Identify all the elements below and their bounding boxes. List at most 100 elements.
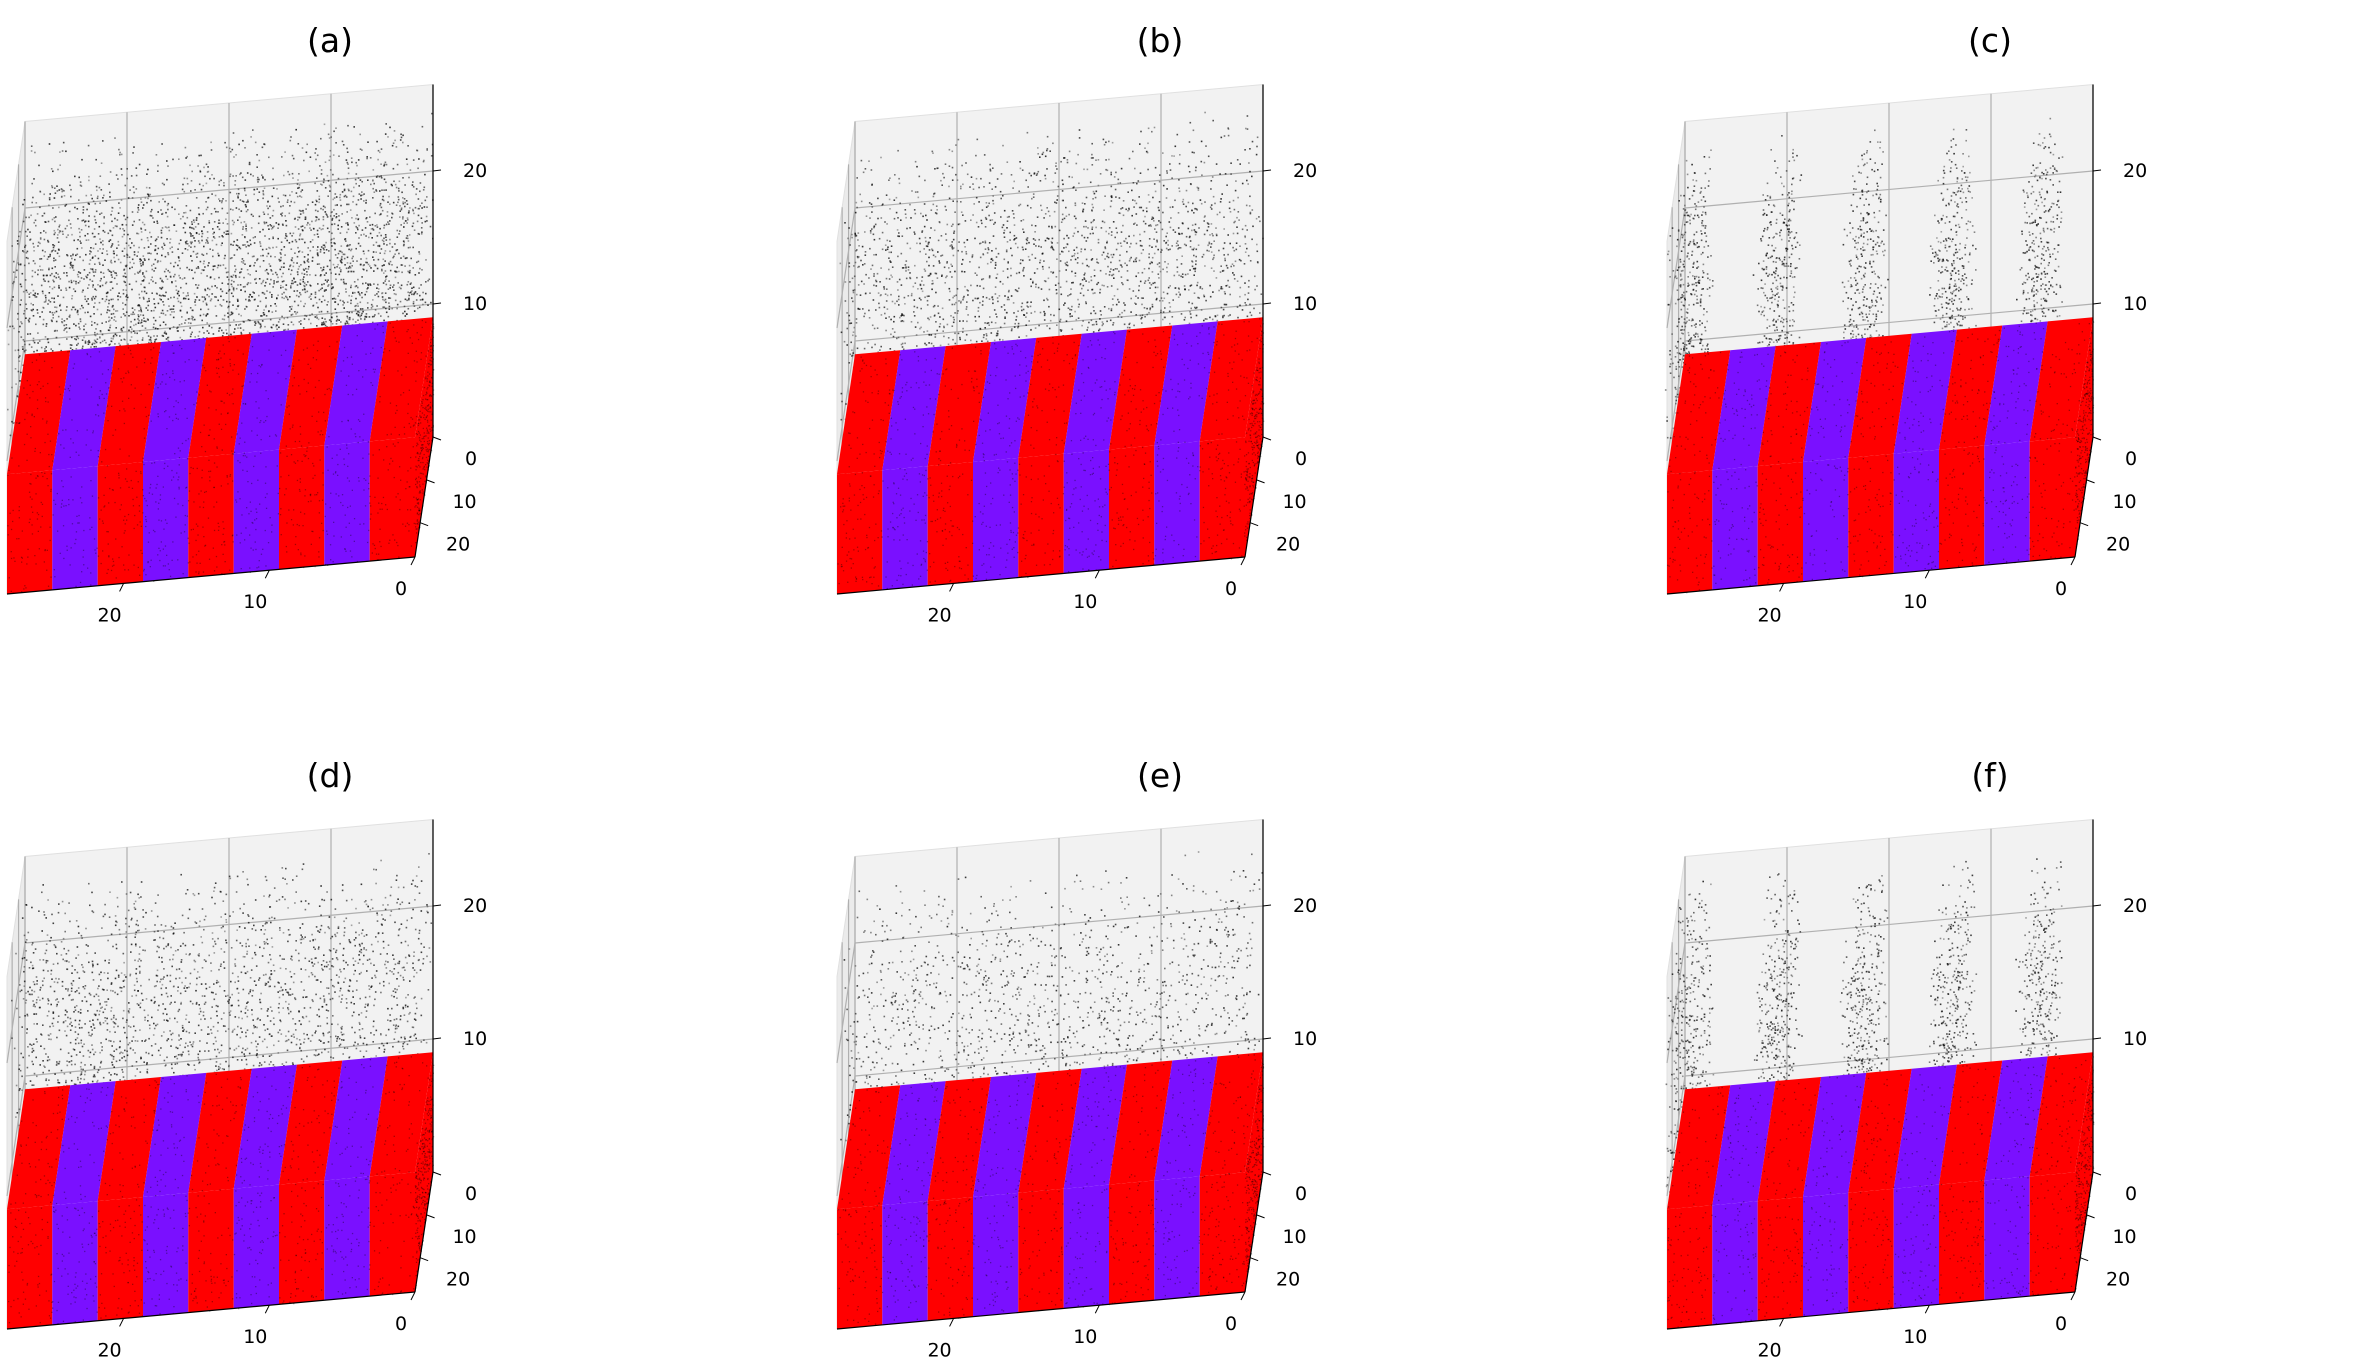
slab-atom [279,452,282,454]
slab-atom [229,569,231,571]
gas-atom [364,227,367,229]
gas-atom [331,232,333,235]
slab-atom [276,465,278,467]
gas-atom [361,276,363,278]
gas-atom [119,227,121,230]
gas-atom [240,333,243,335]
slab-atom [203,501,205,503]
gas-atom [376,175,379,177]
slab-atom [341,420,343,423]
gas-atom [272,167,274,170]
gas-atom [234,265,236,267]
gas-atom [383,227,385,229]
gas-atom [94,302,96,304]
gas-atom [421,298,424,301]
gas-atom [367,141,369,143]
gas-atom [397,201,399,204]
gas-atom [107,268,110,271]
gas-atom [30,145,33,147]
gas-atom [407,281,410,283]
gas-atom [338,215,340,217]
gas-atom [421,222,423,224]
gas-atom [211,293,214,295]
slab-atom [338,348,340,350]
gas-atom [249,163,251,166]
slab-atom [430,411,432,413]
gas-atom [32,337,35,340]
gas-atom [20,321,22,323]
gas-atom [218,184,220,186]
gas-atom [231,257,233,259]
gas-atom [201,232,204,235]
gas-atom [358,224,360,227]
gas-atom [195,284,197,286]
gas-atom [25,308,28,310]
slab-atom [315,359,318,361]
slab-atom [137,566,139,569]
gas-atom [262,176,264,178]
slab-atom [274,434,277,436]
gas-atom [300,190,302,193]
gas-atom [211,293,213,295]
gas-atom [356,164,358,167]
gas-atom [355,297,357,300]
gas-atom [91,197,93,200]
gas-atom [223,184,225,187]
gas-atom [317,306,319,309]
gas-atom [322,266,325,269]
gas-atom [418,207,420,210]
gas-atom [149,336,152,339]
gas-atom [338,292,340,295]
slab-atom [368,482,370,485]
gas-atom [43,193,45,196]
slab-atom [326,446,328,448]
slab-stripe-front [324,441,370,566]
gas-atom [419,182,422,184]
gas-atom [175,230,178,232]
gas-atom [180,286,182,289]
slab-atom [420,447,422,449]
gas-atom [307,247,309,249]
gas-atom [76,344,78,346]
gas-atom [250,136,252,138]
slab-atom [288,405,290,407]
slab-atom [407,329,409,331]
gas-atom [91,324,93,326]
gas-atom [251,296,254,298]
gas-atom [301,225,304,227]
gas-atom [214,265,216,267]
slab-atom [36,518,39,520]
gas-atom [159,287,161,289]
gas-atom [386,244,388,246]
gas-atom [143,258,146,260]
gas-atom [23,350,26,352]
gas-atom [346,262,349,264]
gas-atom [55,216,57,218]
slab-atom [38,369,41,371]
slab-atom [292,524,294,526]
gas-atom [17,349,20,351]
gas-atom [244,290,246,293]
gas-atom [89,278,91,281]
gas-atom [152,217,154,219]
slab-atom [242,469,244,471]
gas-atom [146,237,149,239]
slab-atom [43,561,45,563]
gas-atom [49,193,51,195]
gas-atom [406,283,409,286]
gas-atom [310,229,312,231]
gas-atom [355,203,358,206]
gas-atom [394,183,397,186]
gas-atom [402,141,404,144]
slab-atom [142,489,144,491]
gas-atom [376,293,378,295]
gas-atom [427,279,429,282]
gas-atom [385,181,387,184]
slab-atom [14,560,16,562]
gas-atom [339,299,342,302]
gas-atom [15,383,17,385]
gas-atom [365,313,368,315]
gas-atom [123,338,125,341]
gas-atom [60,188,63,190]
gas-atom [129,189,131,191]
